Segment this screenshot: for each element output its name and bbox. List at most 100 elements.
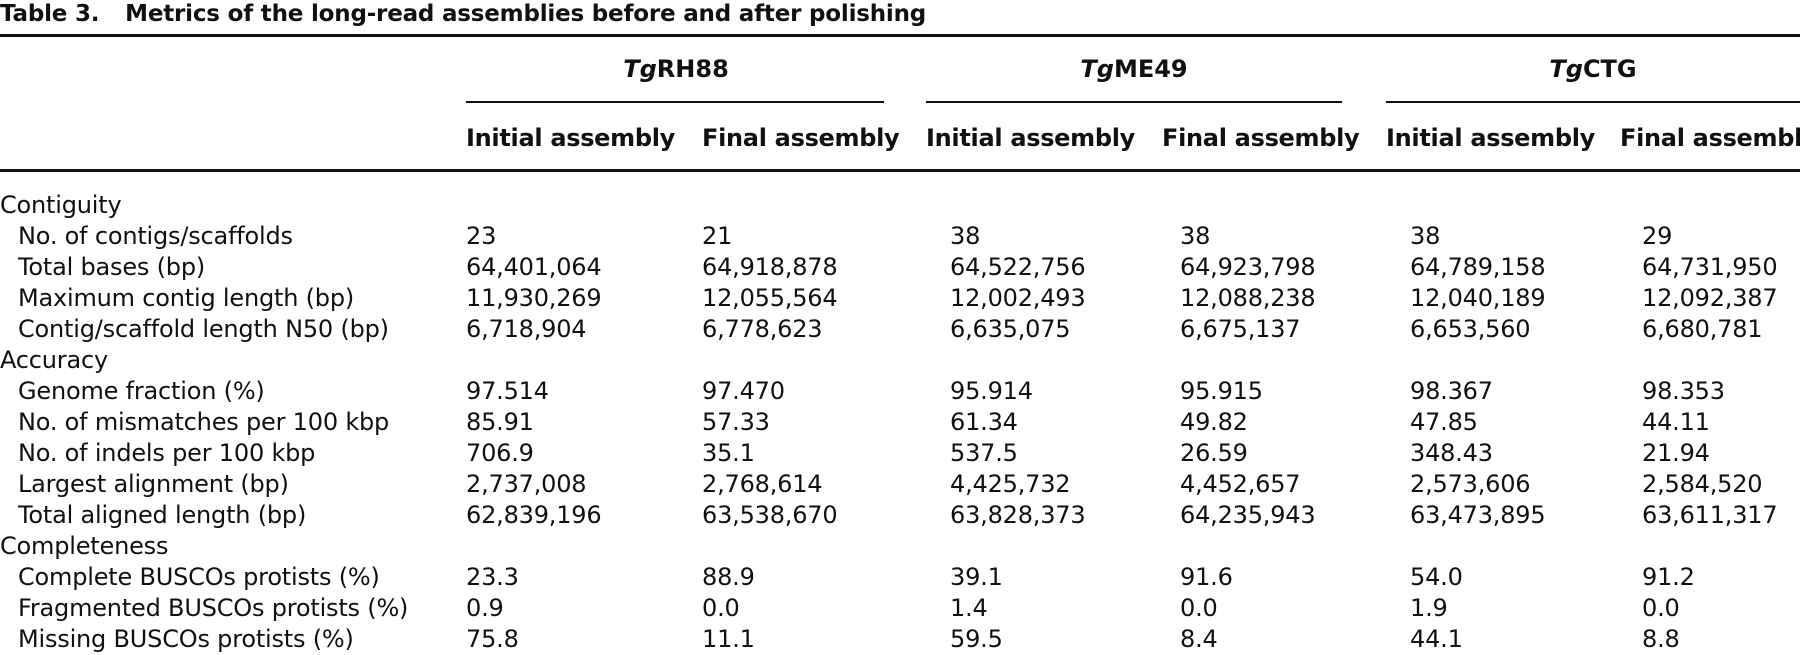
table-cell: 95.915 (1180, 377, 1263, 405)
table-cell: 12,055,564 (702, 284, 838, 312)
table-cell: 54.0 (1410, 563, 1463, 591)
table-cell: 26.59 (1180, 439, 1248, 467)
table-cell: 0.0 (702, 594, 740, 622)
section-heading: Completeness (0, 532, 169, 560)
table-cell: 63,473,895 (1410, 501, 1546, 529)
table-row: Contig/scaffold length N50 (bp) 6,718,904… (0, 314, 1800, 345)
table-row: Fragmented BUSCOs protists (%) 0.9 0.0 1.4 0… (0, 593, 1800, 624)
row-label: Total bases (bp) (18, 253, 206, 281)
table-row: No. of mismatches per 100 kbp 85.91 57.33 6… (0, 407, 1800, 438)
group-name: CTG (1582, 55, 1637, 83)
row-label: Missing BUSCOs protists (%) (18, 625, 354, 653)
table-cell: 2,768,614 (702, 470, 823, 498)
table-cell: 348.43 (1410, 439, 1493, 467)
table-cell: 6,778,623 (702, 315, 823, 343)
row-label: No. of mismatches per 100 kbp (18, 408, 390, 436)
table-cell: 6,635,075 (950, 315, 1071, 343)
table-cell: 91.6 (1180, 563, 1233, 591)
row-label: Largest alignment (bp) (18, 470, 289, 498)
table-cell: 29 (1642, 222, 1673, 250)
table-row: Genome fraction (%) 97.514 97.470 95.914 95.… (0, 376, 1800, 407)
section-row: Contiguity (0, 190, 1800, 221)
table-row: Missing BUSCOs protists (%) 75.8 11.1 59.5 8… (0, 624, 1800, 655)
section-heading: Accuracy (0, 346, 108, 374)
table-cell: 62,839,196 (466, 501, 602, 529)
table-cell: 39.1 (950, 563, 1003, 591)
row-label: Genome fraction (%) (18, 377, 265, 405)
table-cell: 95.914 (950, 377, 1033, 405)
table-cell: 88.9 (702, 563, 755, 591)
table-cell: 4,452,657 (1180, 470, 1301, 498)
group-header-me49: TgME49 (926, 52, 1342, 86)
top-rule (0, 34, 1800, 37)
row-label: Contig/scaffold length N50 (bp) (18, 315, 389, 343)
table-row: Complete BUSCOs protists (%) 23.3 88.9 39.1… (0, 562, 1800, 593)
table-cell: 2,573,606 (1410, 470, 1531, 498)
table-cell: 1.4 (950, 594, 988, 622)
table-cell: 12,002,493 (950, 284, 1086, 312)
group-rule-me49 (926, 101, 1342, 103)
table-cell: 57.33 (702, 408, 770, 436)
table-cell: 12,092,387 (1642, 284, 1778, 312)
group-rule-rh88 (466, 101, 884, 103)
table-cell: 44.11 (1642, 408, 1710, 436)
row-label: Maximum contig length (bp) (18, 284, 355, 312)
section-heading: Contiguity (0, 191, 122, 219)
group-header-rh88: TgRH88 (466, 52, 886, 86)
table-caption: Table 3. Metrics of the long-read assemb… (0, 0, 926, 30)
table-cell: 63,611,317 (1642, 501, 1778, 529)
table-cell: 91.2 (1642, 563, 1695, 591)
header-rule (0, 169, 1800, 172)
table-cell: 64,918,878 (702, 253, 838, 281)
column-header: Final assembly (1620, 124, 1800, 152)
table-cell: 38 (1180, 222, 1211, 250)
column-header: Final assembly (1162, 124, 1360, 152)
table-cell: 23 (466, 222, 497, 250)
row-label: No. of contigs/scaffolds (18, 222, 293, 250)
table-title: Metrics of the long-read assemblies befo… (125, 1, 927, 27)
table-cell: 8.4 (1180, 625, 1218, 653)
table-cell: 64,789,158 (1410, 253, 1546, 281)
table-cell: 21 (702, 222, 733, 250)
table-cell: 11,930,269 (466, 284, 602, 312)
table-cell: 6,675,137 (1180, 315, 1301, 343)
table-cell: 64,522,756 (950, 253, 1086, 281)
table-cell: 6,680,781 (1642, 315, 1763, 343)
group-rule-ctg (1386, 101, 1800, 103)
section-row: Accuracy (0, 345, 1800, 376)
table-cell: 97.470 (702, 377, 785, 405)
table-cell: 6,653,560 (1410, 315, 1531, 343)
table-cell: 49.82 (1180, 408, 1248, 436)
table-cell: 8.8 (1642, 625, 1680, 653)
group-name: ME49 (1113, 55, 1188, 83)
table-cell: 38 (1410, 222, 1441, 250)
table-cell: 0.0 (1180, 594, 1218, 622)
table-cell: 85.91 (466, 408, 534, 436)
table-cell: 98.367 (1410, 377, 1493, 405)
table-cell: 75.8 (466, 625, 519, 653)
row-label: Complete BUSCOs protists (%) (18, 563, 380, 591)
table-row: Total bases (bp) 64,401,064 64,918,878 64,5… (0, 252, 1800, 283)
table-row: No. of indels per 100 kbp 706.9 35.1 537.5 2… (0, 438, 1800, 469)
table-cell: 12,040,189 (1410, 284, 1546, 312)
column-header: Initial assembly (1386, 124, 1596, 152)
row-label: No. of indels per 100 kbp (18, 439, 316, 467)
table-cell: 1.9 (1410, 594, 1448, 622)
table-row: Largest alignment (bp) 2,737,008 2,768,614… (0, 469, 1800, 500)
table-cell: 537.5 (950, 439, 1018, 467)
column-header: Initial assembly (466, 124, 676, 152)
table-cell: 706.9 (466, 439, 534, 467)
table-cell: 21.94 (1642, 439, 1710, 467)
table-cell: 64,923,798 (1180, 253, 1316, 281)
group-prefix: Tg (1549, 55, 1583, 83)
row-label: Total aligned length (bp) (18, 501, 307, 529)
table-cell: 47.85 (1410, 408, 1478, 436)
group-prefix: Tg (623, 55, 657, 83)
table-row: Total aligned length (bp) 62,839,196 63,53… (0, 500, 1800, 531)
table-cell: 98.353 (1642, 377, 1725, 405)
table-cell: 64,731,950 (1642, 253, 1778, 281)
table-cell: 97.514 (466, 377, 549, 405)
table-cell: 63,828,373 (950, 501, 1086, 529)
table-cell: 63,538,670 (702, 501, 838, 529)
row-label: Fragmented BUSCOs protists (%) (18, 594, 409, 622)
